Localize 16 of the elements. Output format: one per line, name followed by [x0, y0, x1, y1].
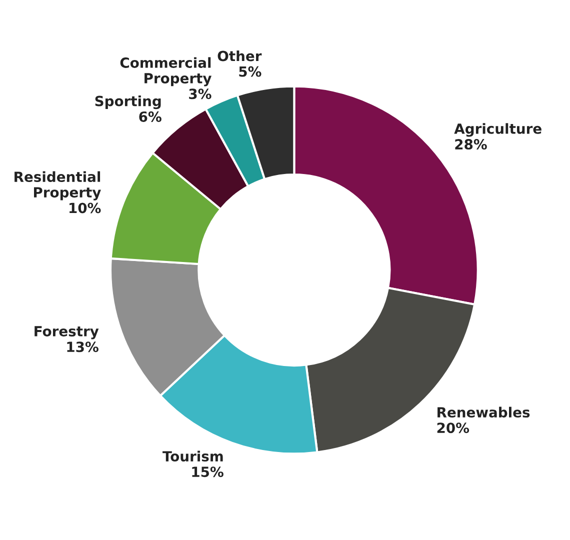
- slice-label: Other: [218, 50, 262, 62]
- data-label: 20%: [437, 422, 470, 434]
- slice-label: Renewables: [438, 406, 530, 418]
- slice-label: Agriculture: [454, 123, 542, 137]
- data-label: 28%: [455, 139, 487, 150]
- data-label: 3%: [189, 88, 212, 100]
- slice-label: Residential Property: [14, 171, 101, 200]
- data-label: 10%: [70, 202, 101, 214]
- slice-label: Forestry: [34, 326, 99, 340]
- data-label: 13%: [67, 342, 98, 352]
- data-label: 5%: [239, 66, 262, 77]
- data-label: 6%: [139, 111, 162, 122]
- slice-label: Sporting: [95, 96, 161, 110]
- data-label: 15%: [192, 466, 224, 478]
- slice-label: Commercial Property: [120, 57, 212, 86]
- slice-label: Tourism: [162, 450, 223, 462]
